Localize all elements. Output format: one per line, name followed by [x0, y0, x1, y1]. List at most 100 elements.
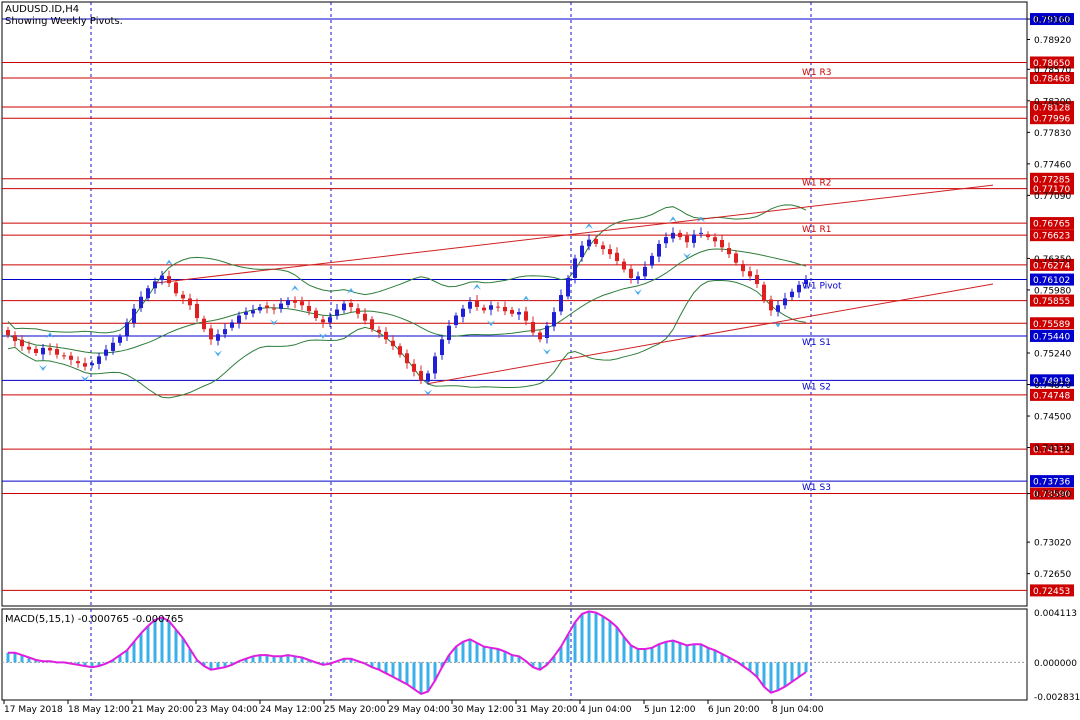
macd-bar-38 [272, 656, 276, 663]
macd-bar-56 [398, 662, 402, 681]
candle-body-17 [125, 322, 129, 336]
macd-bar-19 [139, 633, 143, 663]
candle-body-5 [41, 347, 45, 355]
candle-body-29 [209, 328, 213, 340]
y-tick-label-1: 0.78920 [1034, 36, 1071, 46]
candle-81 [573, 254, 577, 284]
price-tag-16: 0.74112 [1033, 446, 1070, 456]
pivot-label-2: W1 R1 [802, 225, 831, 235]
candle-69 [489, 301, 493, 316]
macd-bar-59 [419, 662, 423, 694]
macd-bar-37 [265, 655, 269, 663]
macd-bar-100 [706, 647, 710, 663]
candle-body-81 [573, 258, 577, 279]
y-tick-label-14: 0.73020 [1034, 539, 1071, 549]
candle-body-38 [272, 308, 276, 310]
candle-66 [468, 297, 472, 314]
candle-9 [69, 351, 73, 366]
candle-body-108 [762, 284, 766, 301]
x-tick-label-1: 18 May 12:00 [68, 705, 130, 715]
candle-body-113 [797, 284, 801, 293]
upper-trendline [154, 184, 994, 284]
fractal-up-6 [46, 332, 54, 339]
price-tag-bg-16 [1030, 443, 1074, 456]
price-tag-2: 0.78468 [1033, 74, 1070, 84]
candle-body-37 [265, 305, 269, 308]
candle-71 [503, 301, 507, 316]
candle-33 [237, 311, 241, 329]
candle-36 [258, 304, 262, 314]
candle-body-19 [139, 296, 143, 309]
x-tick-label-9: 4 Jun 04:00 [580, 705, 632, 715]
candle-body-1 [13, 335, 17, 342]
x-tick-label-8: 31 May 20:00 [516, 705, 578, 715]
macd-bar-42 [300, 657, 304, 663]
candle-61 [433, 352, 437, 379]
price-tag-bg-19 [1030, 584, 1074, 597]
candle-body-106 [748, 271, 752, 277]
candle-body-11 [83, 363, 87, 367]
candle-77 [545, 321, 549, 344]
macd-bar-105 [741, 662, 745, 667]
candle-83 [587, 234, 591, 251]
macd-bar-13 [97, 662, 101, 667]
candle-body-55 [391, 340, 395, 347]
candle-76 [538, 329, 542, 343]
candle-body-48 [342, 303, 346, 311]
macd-bar-49 [349, 658, 353, 663]
candle-body-42 [300, 301, 304, 306]
y-tick-label-5: 0.77460 [1034, 160, 1071, 170]
candle-43 [307, 300, 311, 316]
macd-bar-85 [601, 616, 605, 663]
candle-65 [461, 304, 465, 323]
candle-body-76 [538, 332, 542, 340]
candle-body-85 [601, 245, 605, 250]
bollinger-middle [7, 248, 807, 354]
macd-bar-95 [671, 640, 675, 663]
candle-body-13 [97, 356, 101, 364]
candle-75 [531, 316, 535, 337]
price-axis: 0.79160 0.78650 0.78468 0.78128 0.77996 0.772… [1027, 13, 1074, 597]
macd-bar-108 [762, 662, 766, 687]
y-tick-label-9: 0.75240 [1034, 349, 1071, 359]
macd-bar-91 [643, 649, 647, 663]
candle-52 [370, 316, 374, 333]
candle-body-21 [153, 281, 157, 289]
candle-body-100 [706, 234, 710, 238]
x-tick-label-11: 6 Jun 20:00 [708, 705, 760, 715]
candle-body-69 [489, 305, 493, 310]
candle-100 [706, 231, 710, 241]
price-tag-0: 0.79160 [1033, 16, 1070, 26]
price-tag-14: 0.74919 [1033, 377, 1070, 387]
candle-6 [48, 343, 52, 356]
candle-body-87 [615, 252, 619, 261]
candle-16 [118, 333, 122, 346]
price-tag-bg-18 [1030, 487, 1074, 500]
price-tag-bg-17 [1030, 475, 1074, 488]
candle-41 [293, 296, 297, 309]
macd-bar-67 [475, 642, 479, 663]
candle-body-45 [321, 319, 325, 323]
candle-70 [496, 301, 500, 312]
price-tag-bg-15 [1030, 388, 1074, 401]
macd-bar-90 [636, 649, 640, 663]
candle-body-9 [69, 355, 73, 360]
trendlines [154, 184, 994, 385]
macd-bar-43 [307, 659, 311, 663]
macd-bar-20 [146, 625, 150, 663]
candle-112 [790, 288, 794, 301]
macd-bar-60 [426, 662, 430, 692]
x-tick-label-7: 30 May 12:00 [452, 705, 514, 715]
macd-bar-40 [286, 655, 290, 663]
pivot-label-4: W1 S1 [802, 338, 831, 348]
price-tag-5: 0.77285 [1033, 175, 1070, 185]
candle-3 [27, 341, 31, 354]
fractal-down-110 [774, 321, 782, 328]
candle-17 [125, 318, 129, 341]
price-tag-9: 0.76274 [1033, 261, 1070, 271]
candle-40 [286, 297, 290, 308]
macd-bar-89 [629, 645, 633, 663]
candle-97 [685, 231, 689, 248]
fractal-up-99 [697, 216, 705, 223]
